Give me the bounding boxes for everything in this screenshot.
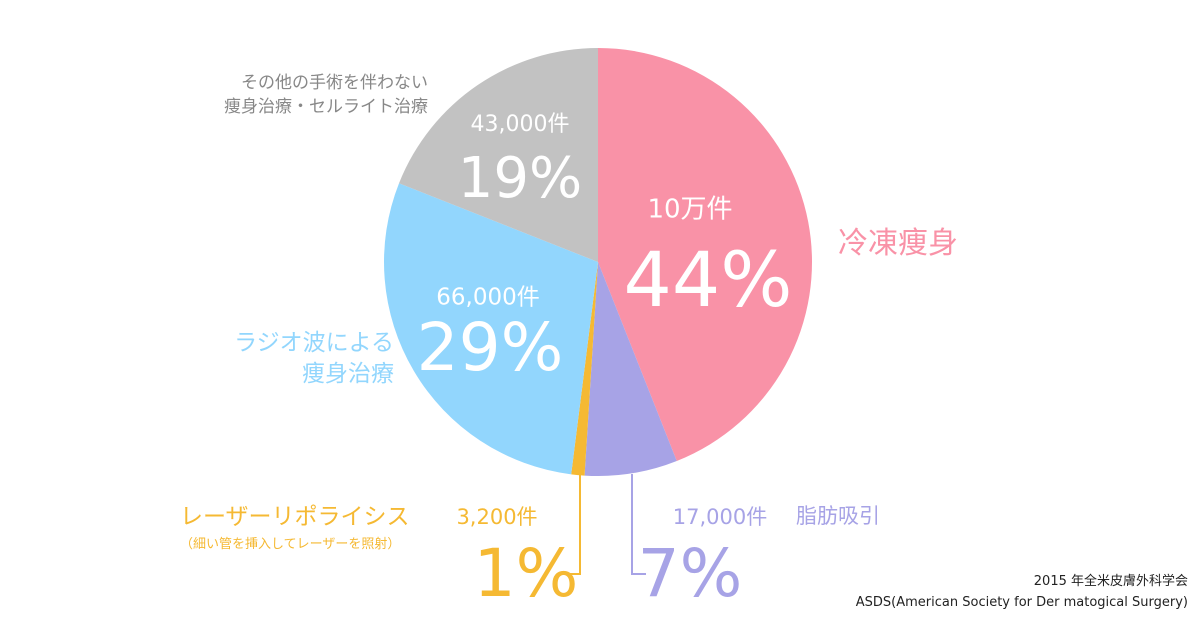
count-label: 10万件 xyxy=(647,195,732,225)
value-label: 1% xyxy=(474,535,579,612)
count-label: 66,000件 xyxy=(436,285,539,311)
pie-slice xyxy=(598,48,812,461)
leader-line xyxy=(631,474,646,575)
source: 2015 年全米皮膚外科学会 ASDS(American Society for… xyxy=(855,574,1188,610)
count-label: 3,200件 xyxy=(456,505,537,529)
pie-slice xyxy=(399,48,598,262)
pie-slice xyxy=(383,183,598,475)
category-label: その他の手術を伴わない 痩身治療・セルライト治療 xyxy=(224,73,428,117)
value-label: 19% xyxy=(458,146,582,211)
category-label: 脂肪吸引 xyxy=(796,504,880,528)
annotation: （細い管を挿入してレーザーを照射） xyxy=(180,537,401,552)
pie-slice xyxy=(571,262,598,476)
value-label: 44% xyxy=(624,235,793,324)
category-label: 冷凍痩身 xyxy=(838,226,958,261)
leader-line xyxy=(570,472,581,575)
value-label: 29% xyxy=(417,309,564,386)
pie-slice xyxy=(584,262,677,476)
count-label: 43,000件 xyxy=(471,112,570,137)
value-label: 7% xyxy=(638,535,743,612)
category-label: ラジオ波による 痩身治療 xyxy=(234,330,394,388)
count-label: 17,000件 xyxy=(673,505,767,529)
category-label: レーザーリポライシス xyxy=(180,504,410,530)
